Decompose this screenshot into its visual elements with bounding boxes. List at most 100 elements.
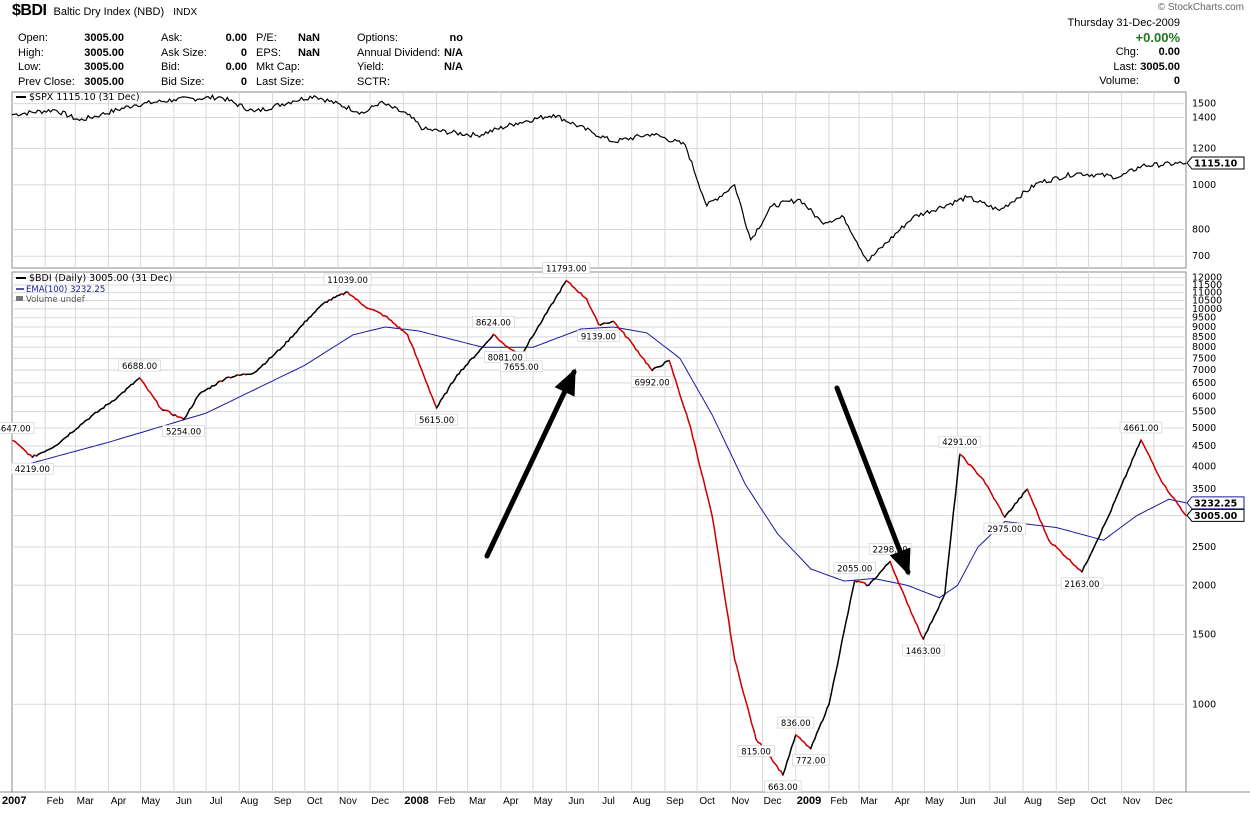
- bdi-price-segment: [683, 407, 688, 415]
- bdi-price-segment: [784, 760, 788, 770]
- spx-last-tag-text: 1115.10: [1194, 159, 1238, 170]
- bdi-price-segment: [593, 314, 598, 320]
- bdi-last-tag: 3005.00: [1186, 508, 1245, 522]
- arrow-up-annotation-head: [554, 368, 576, 397]
- quote-label: SCTR:: [357, 75, 390, 88]
- bdi-price-segment: [283, 340, 288, 347]
- quote-label: Bid:: [161, 61, 180, 73]
- bdi-price-segment: [1118, 483, 1123, 491]
- bdi-price-segment: [729, 633, 734, 648]
- bdi-price-segment: [908, 606, 913, 614]
- x-tick-month: May: [141, 796, 160, 807]
- quote-label: Last:: [1113, 60, 1141, 73]
- bdi-price-segment: [736, 665, 740, 676]
- bdi-price-segment: [935, 607, 940, 614]
- bdi-price-segment: [788, 746, 793, 757]
- bdi-price-segment: [904, 596, 908, 605]
- bdi-price-segment: [1125, 469, 1129, 477]
- bdi-price-segment: [696, 453, 700, 465]
- bdi-price-segment: [1116, 489, 1121, 496]
- bdi-y-tick: 2000: [1192, 580, 1216, 591]
- bdi-price-segment: [847, 599, 852, 613]
- arrow-up-annotation-shaft: [484, 369, 577, 559]
- bdi-price-segment: [541, 314, 546, 321]
- quote-label: Volume:: [1099, 75, 1142, 87]
- bdi-price-segment: [422, 374, 427, 382]
- quote-col-fundamentals: P/E: NaN EPS: NaN Mkt Cap: Last Size:: [256, 31, 320, 89]
- x-tick-month: Mar: [860, 796, 878, 807]
- bdi-price-segment: [412, 348, 417, 356]
- bdi-price-segment: [186, 408, 191, 415]
- quote-label: Ask Size:: [161, 46, 207, 59]
- bdi-price-segment: [982, 478, 987, 485]
- bdi-price-segment: [822, 714, 826, 721]
- spx-last-tag-shape: [1186, 156, 1245, 170]
- bdi-price-segment: [1033, 504, 1037, 510]
- bdi-y-tick: 10000: [1192, 304, 1222, 315]
- bdi-price-segment: [192, 398, 197, 405]
- quote-value: NaN: [297, 46, 320, 59]
- bdi-price-segment: [1026, 488, 1031, 496]
- quote-value: NaN: [297, 32, 320, 44]
- x-tick-month: May: [925, 796, 944, 807]
- annotation-box: [983, 522, 1027, 535]
- annotation-label: 2298.00: [873, 545, 908, 555]
- bdi-price-segment: [944, 572, 948, 595]
- bdi-price-segment: [1108, 510, 1112, 517]
- bdi-price-segment: [1105, 514, 1110, 521]
- bdi-y-tick: 3500: [1192, 484, 1216, 495]
- bdi-price-segment: [836, 652, 841, 665]
- quote-label: Chg:: [1115, 46, 1142, 58]
- bdi-price-segment: [937, 601, 942, 610]
- bdi-price-segment: [753, 729, 757, 741]
- annotation-label: 2163.00: [1064, 580, 1099, 590]
- bdi-price-segment: [679, 394, 683, 403]
- chart-title: $BDI Baltic Dry Index (NBD) INDX: [12, 2, 197, 20]
- spx-legend: $SPX 1115.10 (31 Dec): [29, 92, 140, 103]
- annotation-label: 2055.00: [837, 565, 872, 575]
- bdi-price-segment: [1028, 493, 1033, 501]
- x-tick-month: Oct: [699, 796, 715, 807]
- annotation-box: [500, 360, 543, 373]
- bdi-price-segment: [526, 339, 531, 346]
- quote-row: Bid Size: 0: [161, 75, 247, 90]
- bdi-price-segment: [818, 722, 822, 730]
- bdi-price-segment: [991, 493, 995, 500]
- x-tick-month: Nov: [731, 796, 749, 807]
- bdi-y-tick: 4000: [1192, 461, 1216, 472]
- bdi-price-segment: [748, 714, 753, 725]
- bdi-price-segment: [410, 343, 415, 350]
- annotation-label: 11039.00: [327, 276, 368, 286]
- bdi-price-segment: [1035, 508, 1039, 516]
- bdi-price-segment: [702, 479, 707, 491]
- bdi-price-segment: [893, 572, 898, 579]
- annotation-label: 8081.00: [488, 354, 523, 364]
- quote-value: 3005.00: [84, 61, 124, 73]
- annotation-box: [11, 462, 54, 475]
- quote-label: Low:: [18, 61, 42, 73]
- bdi-price-segment: [420, 369, 425, 376]
- bdi-price-segment: [539, 318, 544, 325]
- bdi-price-segment: [1037, 513, 1041, 522]
- quote-value: 0.00: [225, 32, 247, 44]
- quote-value: 0: [240, 46, 247, 59]
- bdi-price-segment: [931, 616, 935, 623]
- bdi-price-segment: [845, 611, 850, 623]
- spx-y-tick: 1400: [1192, 112, 1216, 123]
- annotation-label: 8624.00: [476, 318, 511, 328]
- bdi-price-segment: [895, 576, 900, 585]
- bdi-price-segment: [533, 329, 538, 336]
- annotation-label: 4291.00: [942, 438, 977, 448]
- bdi-price-segment: [1138, 439, 1142, 447]
- bdi-y-tick: 10500: [1192, 296, 1222, 307]
- annotation-label: 4647.00: [0, 425, 31, 435]
- bdi-price-segment: [721, 579, 726, 596]
- x-tick-month: Oct: [1091, 796, 1107, 807]
- bdi-price-segment: [698, 463, 703, 474]
- bdi-price-segment: [746, 706, 751, 716]
- bdi-price-segment: [731, 645, 736, 660]
- x-tick-month: May: [534, 796, 553, 807]
- quote-row: Ask: 0.00: [161, 31, 247, 46]
- bdi-price-segment: [719, 566, 724, 582]
- x-tick-month: Nov: [1123, 796, 1141, 807]
